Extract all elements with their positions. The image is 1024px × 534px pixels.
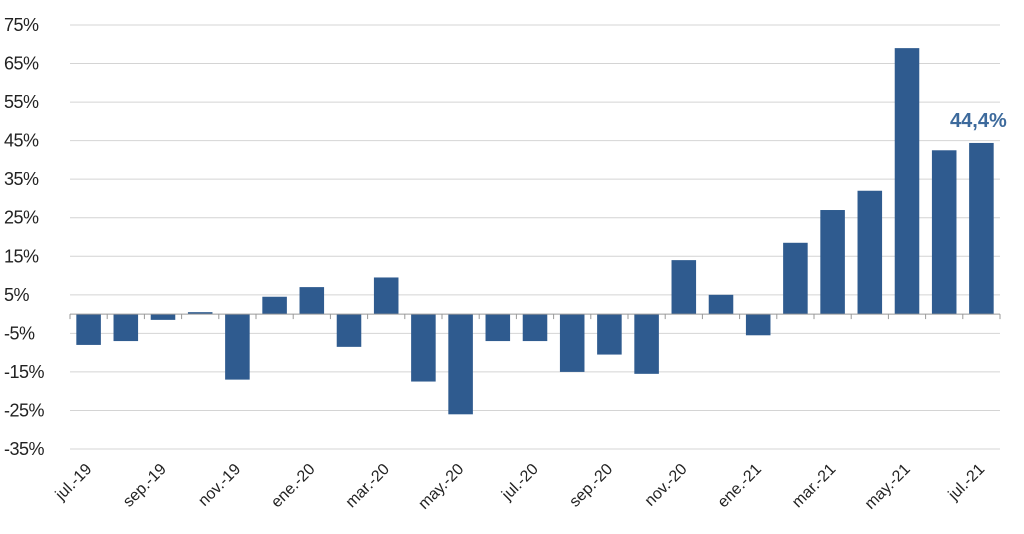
bar-oct.-19 — [187, 312, 213, 315]
y-tick-label: 25% — [4, 208, 39, 228]
bar-nov.-19 — [225, 314, 250, 380]
y-axis-ticks: -35% -25% -15% -5% 5% 15% 25% 35% 45% 55% 65% 75% — [4, 15, 45, 459]
bar-ene.-20 — [299, 287, 325, 315]
bar-mar.-20 — [373, 277, 399, 315]
bar-sep.-19 — [150, 314, 176, 320]
y-tick-label: 55% — [4, 92, 39, 112]
y-tick-label: 65% — [4, 54, 39, 74]
x-tick-label: nov.-20 — [642, 461, 691, 510]
x-tick-label: may.-20 — [415, 461, 467, 513]
bar-ago.-19 — [113, 314, 139, 342]
bar-jun.-20 — [485, 314, 511, 342]
y-tick-label: 5% — [4, 285, 30, 305]
bar-abr.-21 — [857, 190, 883, 315]
x-tick-label: may.-21 — [862, 461, 914, 513]
x-tick-label: sep.-20 — [566, 461, 616, 511]
bar-ene.-21 — [745, 314, 771, 336]
bar-nov.-20 — [671, 260, 697, 315]
x-axis-ticks: jul.-19 sep.-19 nov.-19 ene.-20 mar.-20 may.-… — [52, 461, 988, 513]
bar-ago.-20 — [559, 314, 585, 372]
bar-may.-20 — [448, 314, 473, 415]
bar-jul.-21 — [969, 142, 994, 315]
bar-jun.-21 — [931, 150, 957, 315]
bar-dic.-20 — [708, 294, 734, 315]
zero-axis — [69, 313, 1001, 320]
x-tick-label: ene.-20 — [268, 461, 318, 511]
x-tick-label: ene.-21 — [715, 461, 765, 511]
bar-series — [76, 48, 994, 415]
bar-may.-21 — [894, 48, 920, 315]
bar-jul.-19 — [76, 314, 101, 345]
y-tick-label: 15% — [4, 246, 39, 266]
bar-feb.-21 — [783, 242, 808, 315]
grid-lines — [70, 24, 1000, 450]
y-tick-label: 45% — [4, 131, 39, 151]
x-tick-label: jul.-19 — [52, 461, 96, 505]
bar-oct.-20 — [634, 314, 659, 374]
x-tick-label: sep.-19 — [120, 461, 170, 511]
y-tick-label: 75% — [4, 15, 39, 35]
x-tick-label: mar.-21 — [789, 461, 839, 511]
bar-feb.-20 — [336, 314, 362, 347]
value-annotation: 44,4% — [950, 110, 1007, 132]
annotations: 44,4% — [950, 110, 1007, 132]
x-tick-label: nov.-19 — [195, 461, 244, 510]
bar-sep.-20 — [597, 314, 622, 355]
x-tick-label: jul.-20 — [498, 461, 542, 505]
x-tick-label: mar.-20 — [343, 461, 393, 511]
bar-abr.-20 — [411, 314, 436, 382]
bar-mar.-21 — [820, 210, 845, 315]
y-tick-label: -25% — [4, 400, 45, 420]
y-tick-label: -35% — [4, 439, 45, 459]
y-tick-label: -15% — [4, 362, 45, 382]
bar-jul.-20 — [522, 314, 548, 342]
y-tick-label: -5% — [4, 323, 35, 343]
x-tick-label: jul.-21 — [945, 461, 989, 505]
bar-dic.-19 — [262, 296, 287, 315]
y-tick-label: 35% — [4, 169, 39, 189]
